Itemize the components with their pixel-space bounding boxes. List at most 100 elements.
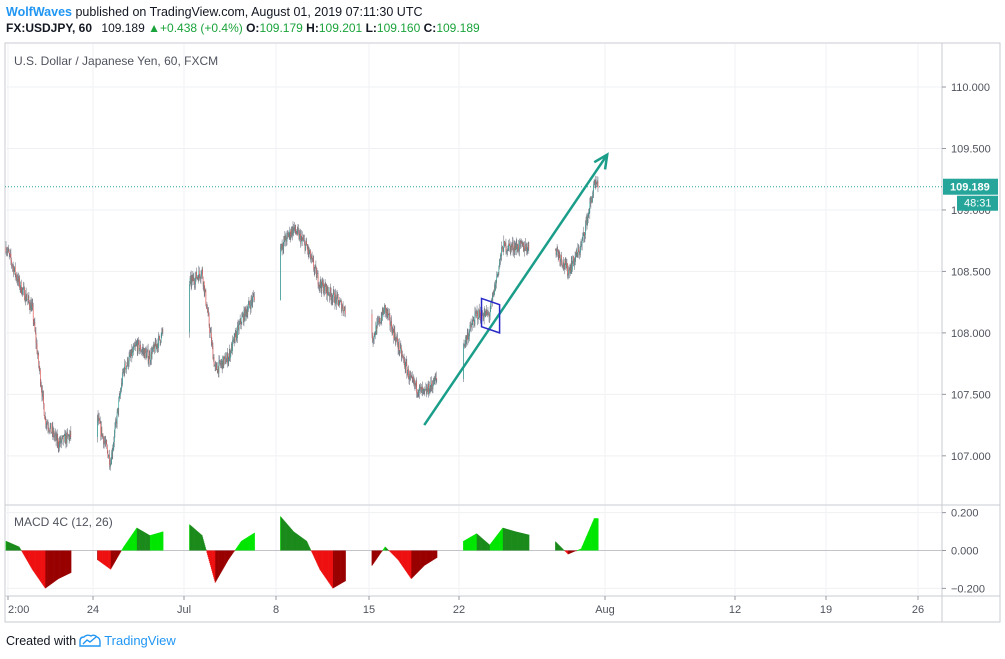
macd-bar bbox=[589, 527, 591, 551]
candle-body bbox=[471, 323, 473, 327]
candle-body bbox=[587, 217, 588, 225]
candle-body bbox=[29, 306, 31, 310]
macd-bar bbox=[573, 550, 575, 552]
candle-body bbox=[511, 244, 512, 248]
candle-body bbox=[24, 299, 26, 302]
candle-body bbox=[23, 287, 25, 288]
high-value: 109.201 bbox=[318, 21, 363, 35]
candle-body bbox=[35, 329, 36, 334]
time-tick-label: 19 bbox=[820, 604, 832, 616]
candle-body bbox=[219, 360, 221, 364]
macd-bar bbox=[430, 550, 432, 562]
candle-body bbox=[126, 364, 128, 367]
candle-body bbox=[130, 349, 132, 356]
macd-bar bbox=[61, 550, 63, 578]
macd-bar bbox=[581, 547, 583, 551]
macd-bar bbox=[119, 550, 121, 554]
macd-bar bbox=[495, 537, 497, 551]
candle-body bbox=[399, 351, 401, 353]
candle-body bbox=[337, 295, 339, 301]
macd-bar bbox=[116, 550, 118, 560]
macd-bar bbox=[557, 543, 559, 551]
candle-body bbox=[371, 313, 373, 334]
candle-body bbox=[144, 348, 146, 358]
macd-bar bbox=[317, 550, 319, 566]
tradingview-link[interactable]: TradingView bbox=[104, 633, 176, 648]
candle-body bbox=[404, 367, 406, 370]
macd-bar bbox=[210, 550, 212, 567]
candle-body bbox=[425, 389, 426, 391]
candle-body bbox=[14, 266, 16, 270]
candle-body bbox=[142, 349, 143, 351]
macd-bar bbox=[528, 534, 530, 551]
candle-body bbox=[395, 338, 396, 343]
candle-body bbox=[103, 437, 104, 445]
macd-bar bbox=[400, 550, 402, 564]
macd-bar bbox=[251, 534, 253, 551]
candle-body bbox=[556, 249, 557, 255]
candle-body bbox=[585, 225, 586, 235]
candle-body bbox=[238, 323, 240, 331]
candle-body bbox=[20, 282, 22, 294]
macd-bar bbox=[46, 550, 48, 588]
macd-bar bbox=[48, 550, 50, 587]
author-link[interactable]: WolfWaves bbox=[6, 5, 72, 19]
macd-bar bbox=[196, 530, 198, 551]
macd-bar bbox=[148, 535, 150, 551]
candle-body bbox=[305, 244, 306, 251]
candle-body bbox=[113, 441, 115, 446]
candle-body bbox=[191, 275, 193, 279]
candle-body bbox=[236, 331, 238, 339]
candle-body bbox=[29, 301, 30, 307]
macd-bar bbox=[515, 531, 517, 551]
candle-body bbox=[470, 324, 471, 326]
macd-bar bbox=[108, 550, 109, 568]
candle-body bbox=[523, 246, 525, 251]
candle-body bbox=[495, 280, 497, 283]
macd-bar bbox=[516, 531, 518, 551]
candle-body bbox=[161, 332, 163, 335]
macd-bar bbox=[41, 550, 43, 584]
candle-body bbox=[203, 281, 205, 293]
candle-body bbox=[509, 245, 511, 252]
candle-body bbox=[420, 387, 422, 388]
candle-body bbox=[193, 277, 195, 282]
macd-bar bbox=[39, 550, 41, 582]
macd-bar bbox=[309, 548, 311, 551]
candle-body bbox=[435, 376, 436, 380]
macd-bar bbox=[497, 534, 499, 551]
candle-body bbox=[221, 360, 223, 370]
macd-bar bbox=[307, 543, 309, 551]
candle-body bbox=[239, 318, 241, 323]
macd-bar bbox=[131, 534, 133, 551]
macd-bar bbox=[424, 550, 426, 565]
macd-bar bbox=[508, 529, 510, 551]
macd-bar bbox=[35, 550, 36, 575]
macd-bar bbox=[478, 535, 480, 551]
candle-body bbox=[413, 379, 414, 383]
candle-body bbox=[400, 345, 402, 348]
macd-bar bbox=[377, 550, 379, 557]
candle-body bbox=[519, 241, 520, 251]
candle-body bbox=[26, 299, 27, 301]
macd-bar bbox=[344, 550, 346, 582]
macd-bar bbox=[240, 541, 242, 551]
macd-bar bbox=[395, 550, 396, 558]
macd-bar bbox=[337, 550, 339, 586]
candle-body bbox=[385, 308, 387, 313]
candle-body bbox=[140, 351, 142, 352]
candle-body bbox=[318, 284, 319, 287]
candle-body bbox=[570, 261, 572, 273]
axes: 107.000107.500108.000108.500109.000109.5… bbox=[5, 43, 1000, 622]
macd-bar bbox=[575, 550, 577, 552]
macd-bar bbox=[433, 550, 435, 560]
candle-body bbox=[559, 255, 561, 262]
candle-body bbox=[152, 347, 153, 352]
drawings[interactable] bbox=[423, 152, 609, 426]
candle-body bbox=[115, 420, 117, 422]
publish-line: WolfWaves published on TradingView.com, … bbox=[6, 4, 996, 20]
macd-bar bbox=[57, 550, 59, 579]
macd-bar bbox=[137, 528, 139, 551]
candle-body bbox=[567, 274, 569, 276]
